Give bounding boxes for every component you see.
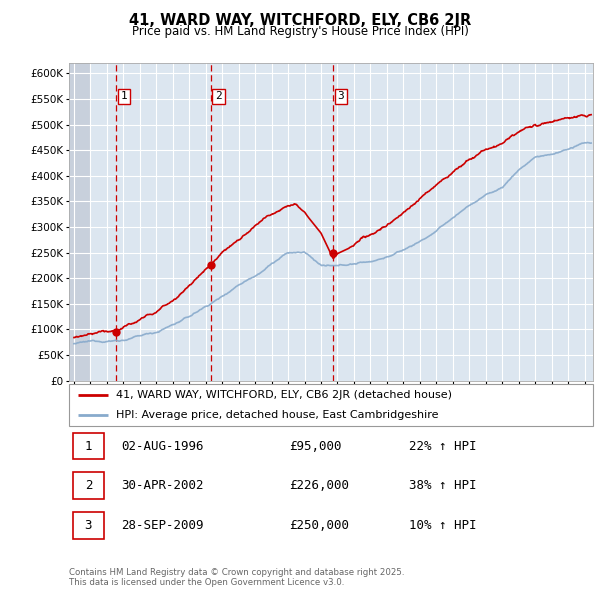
Text: 30-APR-2002: 30-APR-2002 [121,479,204,492]
Text: £95,000: £95,000 [289,440,341,453]
Text: 2: 2 [215,91,222,101]
Text: Contains HM Land Registry data © Crown copyright and database right 2025.
This d: Contains HM Land Registry data © Crown c… [69,568,404,587]
Text: Price paid vs. HM Land Registry's House Price Index (HPI): Price paid vs. HM Land Registry's House … [131,25,469,38]
FancyBboxPatch shape [69,384,593,426]
Text: 02-AUG-1996: 02-AUG-1996 [121,440,204,453]
Text: 41, WARD WAY, WITCHFORD, ELY, CB6 2JR: 41, WARD WAY, WITCHFORD, ELY, CB6 2JR [129,13,471,28]
Text: 1: 1 [121,91,127,101]
Text: HPI: Average price, detached house, East Cambridgeshire: HPI: Average price, detached house, East… [116,409,439,419]
Text: 41, WARD WAY, WITCHFORD, ELY, CB6 2JR (detached house): 41, WARD WAY, WITCHFORD, ELY, CB6 2JR (d… [116,390,452,400]
Text: £250,000: £250,000 [289,519,349,532]
Text: 3: 3 [337,91,344,101]
Text: 3: 3 [85,519,92,532]
FancyBboxPatch shape [73,432,104,460]
Bar [69,63,91,381]
Text: 10% ↑ HPI: 10% ↑ HPI [409,519,477,532]
Text: 38% ↑ HPI: 38% ↑ HPI [409,479,477,492]
Text: £226,000: £226,000 [289,479,349,492]
Text: 28-SEP-2009: 28-SEP-2009 [121,519,204,532]
Text: 22% ↑ HPI: 22% ↑ HPI [409,440,477,453]
Text: 1: 1 [85,440,92,453]
FancyBboxPatch shape [73,512,104,539]
Text: 2: 2 [85,479,92,492]
FancyBboxPatch shape [73,472,104,499]
